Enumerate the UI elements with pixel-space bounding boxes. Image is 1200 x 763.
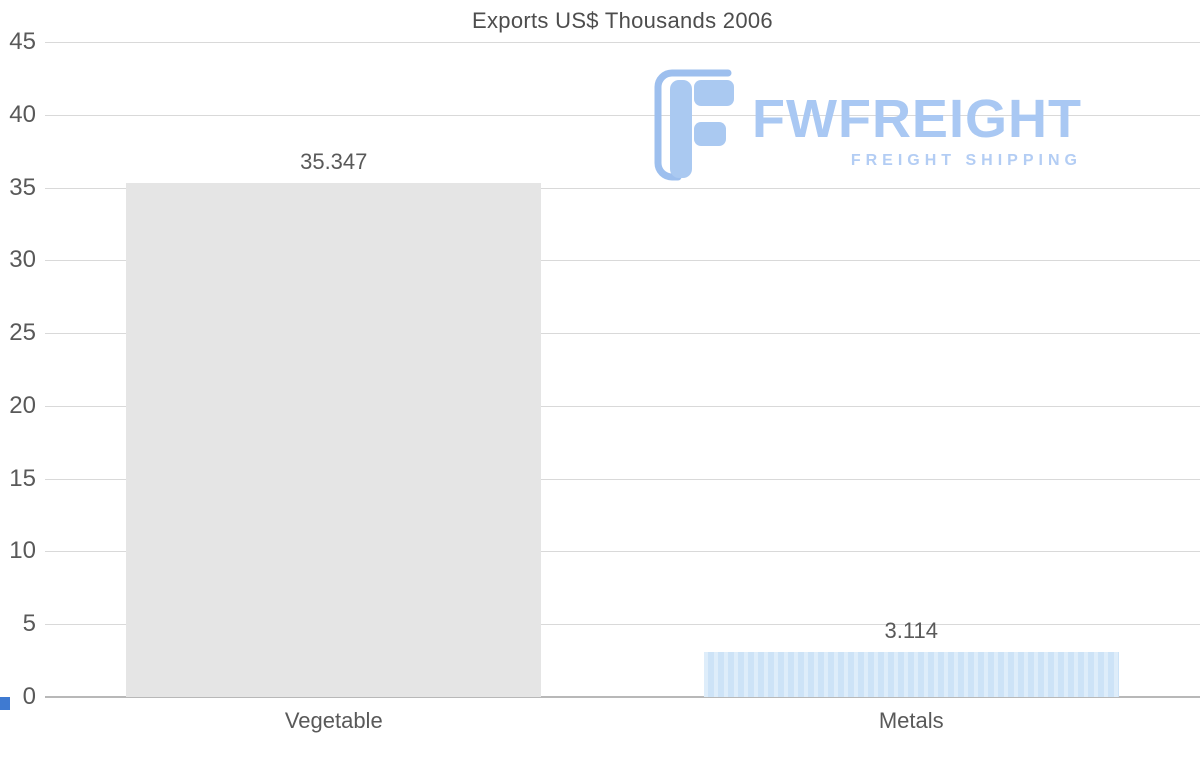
- bar-value-label: 3.114: [884, 617, 938, 643]
- gridline-10: [45, 551, 1200, 553]
- x-category-label-metals: Metals: [878, 708, 944, 733]
- bar-value-label: 35.347: [300, 148, 368, 174]
- y-tick-label-25: 25: [9, 319, 36, 347]
- gridline-25: [45, 333, 1200, 335]
- bar-vegetable: [126, 182, 542, 697]
- gridline-20: [45, 405, 1200, 407]
- gridline-15: [45, 478, 1200, 480]
- bar-metals: [703, 651, 1119, 697]
- gridline-5: [45, 624, 1200, 626]
- x-category-label-vegetable: Vegetable: [284, 708, 383, 733]
- corner-accent: [0, 697, 10, 710]
- y-tick-label-15: 15: [9, 464, 36, 492]
- y-tick-label-10: 10: [9, 537, 36, 565]
- y-tick-label-0: 0: [22, 683, 36, 710]
- y-tick-label-20: 20: [9, 391, 36, 419]
- gridline-0: [45, 696, 1200, 698]
- gridline-35: [45, 187, 1200, 189]
- gridline-30: [45, 260, 1200, 262]
- y-tick-label-5: 5: [22, 610, 36, 638]
- gridline-45: [45, 42, 1200, 43]
- y-tick-label-35: 35: [9, 173, 36, 201]
- y-tick-label-40: 40: [9, 100, 36, 128]
- chart-title: Exports US$ Thousands 2006: [472, 8, 773, 33]
- y-tick-label-45: 45: [9, 28, 36, 55]
- y-tick-label-30: 30: [9, 246, 36, 274]
- plot-area: 35.347 3.114: [45, 42, 1200, 698]
- gridline-40: [45, 114, 1200, 116]
